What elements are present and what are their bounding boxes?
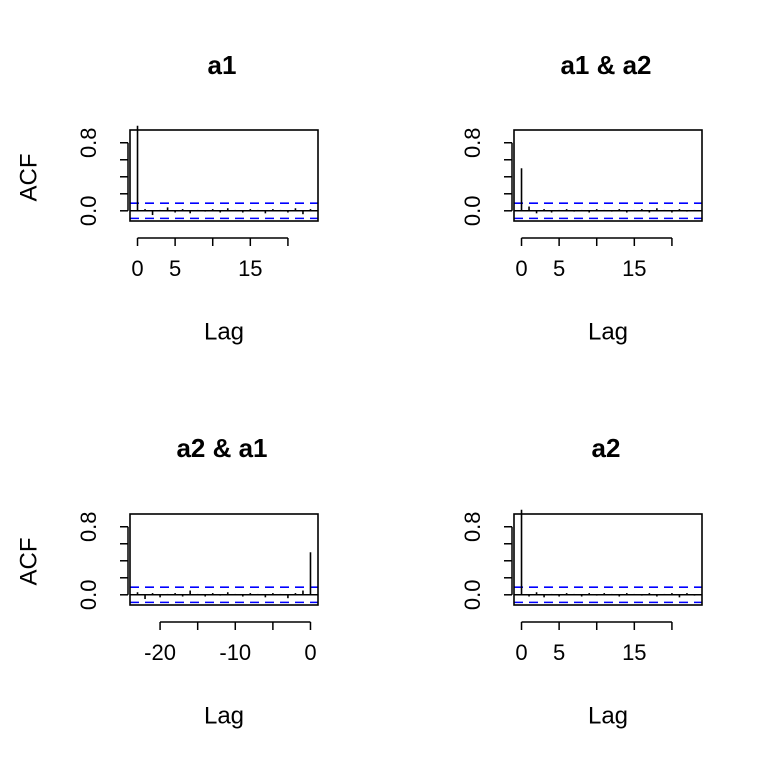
panel-4-y-tick-label: 0.0 [460, 579, 485, 610]
panel-2-x-tick-label: 0 [515, 256, 527, 281]
panel-3-plot-frame [129, 513, 319, 606]
panel-3-x-tick-label: 0 [304, 640, 316, 665]
panel-4-title: a2 [592, 433, 621, 463]
panel-3-title: a2 & a1 [176, 433, 267, 463]
panel-1-y-axis-label: ACF [15, 154, 42, 202]
panel-1-plot-frame [129, 129, 319, 222]
panel-2-x-tick-label: 15 [622, 256, 646, 281]
panel-2-x-axis-label: Lag [588, 318, 628, 345]
panel-2-y-tick-label: 0.0 [460, 195, 485, 226]
panel-1-x-tick-label: 5 [169, 256, 181, 281]
panel-2-x-tick-label: 5 [553, 256, 565, 281]
panel-4-plot-frame [513, 513, 703, 606]
panel-4-x-tick-label: 5 [553, 640, 565, 665]
panel-1-x-axis-label: Lag [204, 318, 244, 345]
panel-3-y-tick-label: 0.8 [76, 511, 101, 542]
panel-1-x-tick-label: 0 [131, 256, 143, 281]
panel-4-y-tick-label: 0.8 [460, 511, 485, 542]
panel-4-x-axis-label: Lag [588, 702, 628, 729]
panel-3-y-tick-label: 0.0 [76, 579, 101, 610]
panel-1-y-tick-label: 0.8 [76, 127, 101, 158]
panel-4-x-tick-label: 0 [515, 640, 527, 665]
panel-4-x-tick-label: 15 [622, 640, 646, 665]
panel-3-x-tick-label: -10 [219, 640, 251, 665]
panel-1-title: a1 [208, 50, 237, 80]
panel-1-y-tick-label: 0.0 [76, 195, 101, 226]
panel-3-x-tick-label: -20 [144, 640, 176, 665]
panel-2-plot-frame [513, 129, 703, 222]
panel-2-y-tick-label: 0.8 [460, 127, 485, 158]
panel-3-y-axis-label: ACF [15, 538, 42, 586]
panel-3-x-axis-label: Lag [204, 702, 244, 729]
panel-2-title: a1 & a2 [560, 50, 651, 80]
panel-1-x-tick-label: 15 [238, 256, 262, 281]
